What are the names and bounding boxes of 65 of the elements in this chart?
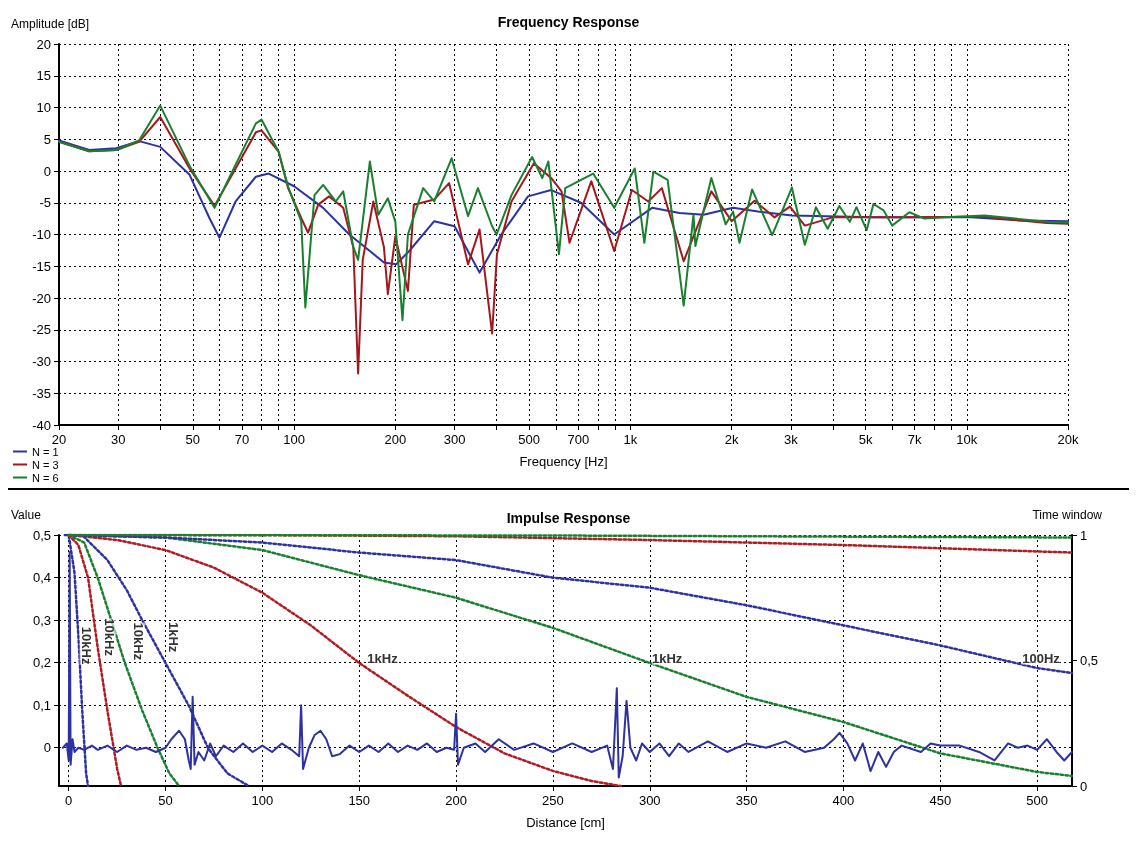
- x-tick-label: 1k: [623, 432, 638, 447]
- x-tick-label: 300: [638, 793, 661, 808]
- y-tick-label: 0,2: [32, 655, 51, 671]
- x-tick-label: 700: [567, 432, 590, 447]
- y2-tick-label: 1: [1080, 527, 1088, 543]
- y-tick-label: 0: [43, 163, 51, 179]
- x-tick-label: 250: [542, 793, 564, 808]
- legend-label: N = 6: [32, 471, 59, 484]
- x-tick-label: 20k: [1057, 432, 1079, 447]
- y-tick-label: 5: [43, 131, 51, 147]
- x-tick-label: 400: [832, 793, 855, 808]
- annotation: 100Hz: [1022, 650, 1061, 666]
- x-tick-label: 100: [283, 432, 305, 447]
- y-axis-title: Value: [11, 508, 42, 522]
- y-tick-label: -35: [32, 385, 51, 401]
- y-tick-label: -15: [32, 258, 51, 274]
- x-tick-label: 150: [348, 793, 371, 808]
- annotation: 10kHz: [130, 622, 146, 661]
- y-tick-label: 0: [43, 740, 51, 756]
- annotation: 10kHz: [78, 626, 94, 665]
- y-tick-label: -25: [32, 322, 51, 338]
- y-tick-label: 0,1: [32, 697, 51, 713]
- annotation: 10kHz: [101, 618, 117, 657]
- x-tick-label: 70: [234, 432, 250, 447]
- x-tick-label: 500: [1026, 793, 1048, 808]
- x-axis-title: Frequency [Hz]: [519, 454, 608, 469]
- x-tick-label: 350: [735, 793, 758, 808]
- x-tick-label: 450: [929, 793, 952, 808]
- x-tick-label: 5k: [858, 432, 873, 447]
- y-tick-label: -5: [39, 195, 51, 211]
- y-tick-label: 0,5: [32, 527, 51, 543]
- x-tick-label: 500: [518, 432, 541, 447]
- y2-tick-label: 0,5: [1080, 653, 1099, 668]
- y-axis-title: Amplitude [dB]: [11, 17, 90, 31]
- x-tick-label: 50: [158, 793, 173, 808]
- y-tick-label: 10: [36, 100, 51, 115]
- chart-title: Impulse Response: [506, 510, 631, 526]
- y-tick-label: -10: [32, 227, 51, 242]
- y-tick-label: 15: [36, 68, 51, 84]
- y-tick-label: -40: [32, 417, 51, 433]
- y-tick-label: 20: [36, 36, 51, 52]
- x-tick-label: 2k: [724, 432, 740, 447]
- x-tick-label: 100: [251, 793, 274, 808]
- x-tick-label: 200: [445, 793, 467, 808]
- annotation: 1kHz: [165, 621, 181, 653]
- y2-axis-title: Time window: [1032, 508, 1103, 522]
- x-tick-label: 300: [443, 432, 466, 447]
- annotation: 1kHz: [367, 650, 399, 666]
- x-axis-title: Distance [cm]: [526, 815, 605, 830]
- x-tick-label: 7k: [907, 432, 923, 447]
- y-tick-label: 0,4: [32, 570, 51, 586]
- y-tick-label: -30: [32, 354, 51, 369]
- y-tick-label: 0,3: [32, 612, 51, 628]
- x-tick-label: 0: [65, 793, 73, 808]
- y-tick-label: -20: [32, 290, 51, 306]
- x-tick-label: 10k: [956, 432, 978, 447]
- y2-tick-label: 0: [1080, 778, 1088, 794]
- legend-label: N = 3: [32, 458, 59, 471]
- x-tick-label: 30: [110, 432, 126, 447]
- x-tick-label: 200: [384, 432, 407, 447]
- legend-label: N = 1: [32, 445, 59, 458]
- x-tick-label: 50: [185, 432, 201, 447]
- annotation: 1kHz: [652, 650, 683, 666]
- chart-title: Frequency Response: [497, 14, 640, 30]
- x-tick-label: 3k: [784, 432, 799, 447]
